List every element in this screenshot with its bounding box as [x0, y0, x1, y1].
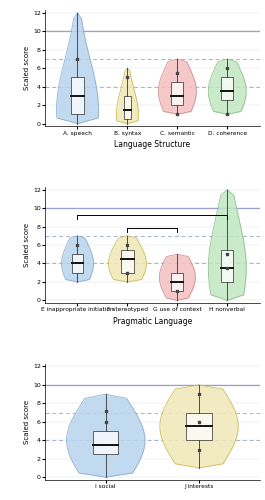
Bar: [124, 96, 131, 119]
Bar: [186, 412, 212, 440]
Y-axis label: Scaled score: Scaled score: [24, 400, 30, 444]
X-axis label: Language Structure: Language Structure: [114, 140, 191, 148]
Bar: [221, 78, 233, 100]
Bar: [72, 254, 83, 272]
Bar: [171, 82, 183, 105]
Bar: [121, 250, 134, 272]
Y-axis label: Scaled score: Scaled score: [24, 46, 30, 90]
Bar: [93, 431, 118, 454]
Bar: [221, 250, 233, 282]
Bar: [171, 272, 183, 291]
Y-axis label: Scaled score: Scaled score: [24, 223, 30, 267]
Bar: [71, 78, 84, 114]
X-axis label: Pragmatic Language: Pragmatic Language: [113, 316, 192, 326]
